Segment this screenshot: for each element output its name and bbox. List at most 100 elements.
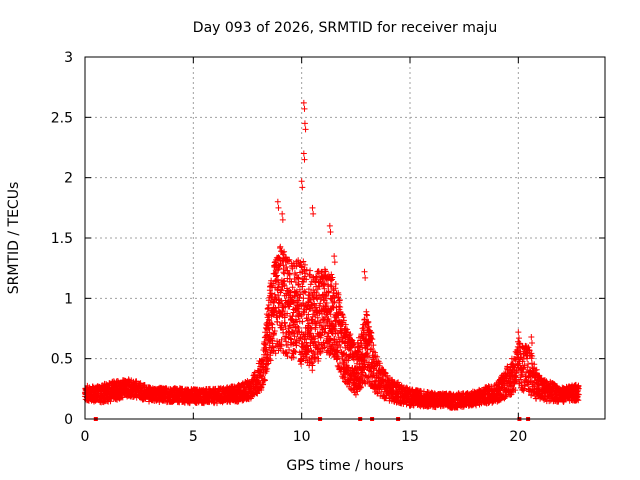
data-point — [289, 265, 296, 272]
data-point — [287, 335, 294, 342]
data-point — [515, 335, 522, 342]
data-point — [267, 352, 274, 359]
data-point — [281, 248, 288, 255]
data-point — [301, 261, 308, 268]
data-point — [361, 268, 368, 275]
x-tick-label: 20 — [509, 429, 527, 445]
data-point — [283, 264, 290, 271]
data-point — [291, 293, 298, 300]
data-point — [298, 178, 305, 185]
data-point — [290, 354, 297, 361]
data-point — [300, 99, 307, 106]
data-point — [279, 210, 286, 217]
data-point — [274, 198, 281, 205]
data-point — [268, 284, 275, 291]
data-point — [286, 256, 293, 263]
data-point — [300, 289, 307, 296]
data-point — [302, 289, 309, 296]
data-point — [303, 306, 310, 313]
data-point — [266, 355, 273, 362]
data-point — [284, 353, 291, 360]
data-point — [278, 286, 285, 293]
data-point — [331, 253, 338, 260]
data-point — [300, 278, 307, 285]
data-point — [300, 258, 307, 265]
data-point — [306, 320, 313, 327]
x-tick-label: 5 — [189, 429, 198, 445]
data-point — [261, 341, 268, 348]
data-point — [331, 259, 338, 266]
data-point — [301, 156, 308, 163]
data-point — [268, 320, 275, 327]
data-point — [362, 274, 369, 281]
data-point — [515, 329, 522, 336]
data-point — [299, 318, 306, 325]
data-point — [295, 280, 302, 287]
data-point — [260, 381, 267, 388]
data-point — [295, 282, 302, 289]
y-axis-label: SRMTID / TECUs — [6, 182, 22, 295]
data-point — [309, 362, 316, 369]
x-tick-label: 10 — [293, 429, 311, 445]
data-point — [273, 272, 280, 279]
y-tick-label: 1.5 — [51, 231, 73, 247]
data-point — [276, 265, 283, 272]
data-point — [293, 288, 300, 295]
data-point — [267, 357, 274, 364]
y-tick-label: 3 — [64, 50, 73, 66]
data-point — [278, 311, 285, 318]
data-point — [302, 126, 309, 133]
data-point — [272, 304, 279, 311]
data-point — [278, 336, 285, 343]
data-point — [309, 313, 316, 320]
data-point — [306, 271, 313, 278]
data-point — [307, 281, 314, 288]
y-tick-label: 0.5 — [51, 352, 73, 368]
data-point — [303, 266, 310, 273]
data-point — [289, 313, 296, 320]
data-point — [274, 318, 281, 325]
data-point — [290, 298, 297, 305]
data-point — [296, 294, 303, 301]
data-point — [525, 360, 532, 367]
data-point — [305, 286, 312, 293]
data-point — [298, 263, 305, 270]
data-point — [275, 284, 282, 291]
data-point — [279, 307, 286, 314]
data-point — [272, 278, 279, 285]
data-point — [301, 105, 308, 112]
data-point — [298, 303, 305, 310]
data-point — [277, 243, 284, 250]
data-point — [307, 267, 314, 274]
data-point — [266, 326, 273, 333]
data-point — [528, 339, 535, 346]
x-tick-label: 15 — [401, 429, 419, 445]
data-point — [304, 317, 311, 324]
data-point — [306, 297, 313, 304]
x-axis-label: GPS time / hours — [286, 458, 403, 474]
data-point — [304, 349, 311, 356]
data-point — [305, 311, 312, 318]
data-point — [301, 288, 308, 295]
data-point — [133, 378, 140, 385]
data-point — [263, 332, 270, 339]
data-point — [271, 328, 278, 335]
data-point — [299, 283, 306, 290]
data-point — [327, 228, 334, 235]
data-point — [303, 339, 310, 346]
data-point — [528, 333, 535, 340]
data-point — [275, 254, 282, 261]
data-point — [306, 329, 313, 336]
data-point — [278, 342, 285, 349]
data-point — [286, 322, 293, 329]
y-tick-label: 2.5 — [51, 110, 73, 126]
y-tick-label: 1 — [64, 291, 73, 307]
data-point — [262, 342, 269, 349]
data-point — [264, 365, 271, 372]
data-point — [298, 313, 305, 320]
data-point — [294, 323, 301, 330]
data-point — [273, 307, 280, 314]
data-point — [309, 204, 316, 211]
data-point — [277, 341, 284, 348]
